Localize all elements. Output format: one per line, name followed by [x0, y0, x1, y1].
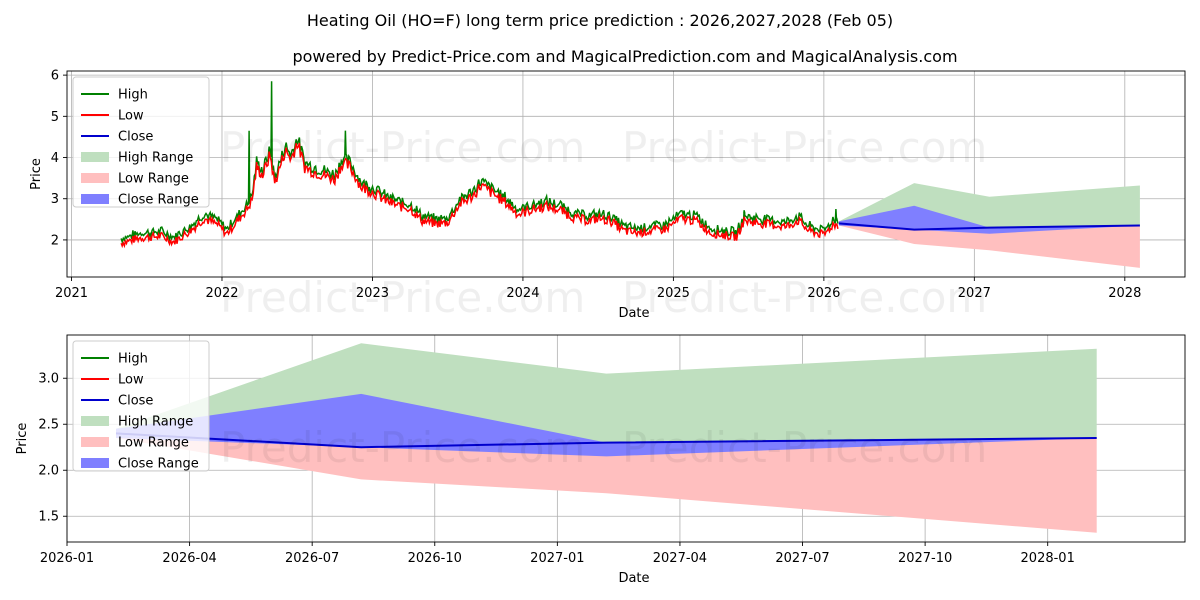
x-tick-label-year: 2021 [55, 286, 88, 301]
y-tick-label: 5 [51, 110, 59, 125]
chart-title: Heating Oil (HO=F) long term price predi… [307, 11, 893, 30]
legend-swatch-high-range [81, 416, 109, 426]
y-tick-label: 3 [51, 192, 59, 207]
legend-label-low-range: Low Range [118, 436, 189, 451]
x-tick-label-month: 2027-10 [898, 551, 952, 566]
y-tick-label: 1.5 [38, 510, 59, 525]
close-forecast-line [115, 432, 1097, 449]
x-tick-label-month: 2028-01 [1021, 551, 1075, 566]
forecast-zoom-panel: 2026-01 2026-04 2026-07 2026-10 2027-01 2027-… [15, 334, 1186, 586]
chart-subtitle: powered by Predict-Price.com and Magical… [292, 47, 957, 66]
x-tick-label-year: 2025 [657, 286, 690, 301]
legend-label-low: Low [118, 373, 144, 388]
x-tick-label-year: 2026 [807, 286, 840, 301]
watermark-layer: Predict-Price.com Predict-Price.com Predic… [220, 123, 987, 472]
legend-label-close-range: Close Range [118, 457, 199, 472]
watermark-text: Predict-Price.com [220, 273, 585, 322]
x-tick-label-month: 2026-04 [162, 551, 216, 566]
legend-swatch-low-range [81, 173, 109, 183]
legend-swatch-low-range [81, 437, 109, 447]
watermark-text: Predict-Price.com [622, 423, 987, 472]
plot-frame [66, 70, 1186, 278]
long-term-panel: 2021 2022 2023 2024 2025 2026 2027 2028 2 3 4 5 6 Dat… [29, 69, 1186, 321]
legend-label-high-range: High Range [118, 415, 193, 430]
x-axis-label: Date [618, 306, 649, 321]
legend-label-high: High [118, 88, 148, 103]
x-tick-label-year: 2027 [958, 286, 991, 301]
x-tick-label-month: 2027-04 [653, 551, 707, 566]
legend-label-high: High [118, 352, 148, 367]
watermark-text: Predict-Price.com [622, 273, 987, 322]
x-tick-label-year: 2024 [506, 286, 539, 301]
low-series-line [120, 142, 839, 249]
legend-swatch-close-range [81, 194, 109, 204]
legend-label-high-range: High Range [118, 151, 193, 166]
low-range-band [116, 433, 1097, 533]
x-axis-label: Date [618, 571, 649, 586]
x-tick-label-month: 2026-10 [408, 551, 462, 566]
watermark-text: Predict-Price.com [220, 123, 585, 172]
y-tick-label: 2 [51, 233, 59, 248]
x-tick-label-month: 2027-07 [775, 551, 829, 566]
legend-label-low-range: Low Range [118, 172, 189, 187]
x-tick-label-year: 2023 [356, 286, 389, 301]
y-tick-label: 4 [51, 151, 59, 166]
low-range-band [838, 223, 1140, 268]
y-axis-label: Price [29, 158, 44, 190]
x-tick-label-year: 2028 [1108, 286, 1141, 301]
y-tick-label: 3.0 [38, 372, 59, 387]
x-tick-label-month: 2026-07 [285, 551, 339, 566]
x-tick-label-month: 2027-01 [530, 551, 584, 566]
watermark-text: Predict-Price.com [220, 423, 585, 472]
legend-swatch-close-range [81, 458, 109, 468]
y-tick-label: 6 [51, 69, 59, 84]
y-tick-label: 2.0 [38, 464, 59, 479]
watermark-text: Predict-Price.com [622, 123, 987, 172]
close-forecast-line [838, 222, 1140, 231]
y-axis-label: Price [15, 423, 30, 455]
legend-label-close: Close [118, 130, 153, 145]
y-tick-label: 2.5 [38, 418, 59, 433]
plot-frame [66, 334, 1186, 543]
legend-label-close-range: Close Range [118, 193, 199, 208]
legend-label-close: Close [118, 394, 153, 409]
x-tick-label-month: 2026-01 [40, 551, 94, 566]
x-tick-label-year: 2022 [205, 286, 238, 301]
legend-label-low: Low [118, 109, 144, 124]
legend-swatch-high-range [81, 152, 109, 162]
